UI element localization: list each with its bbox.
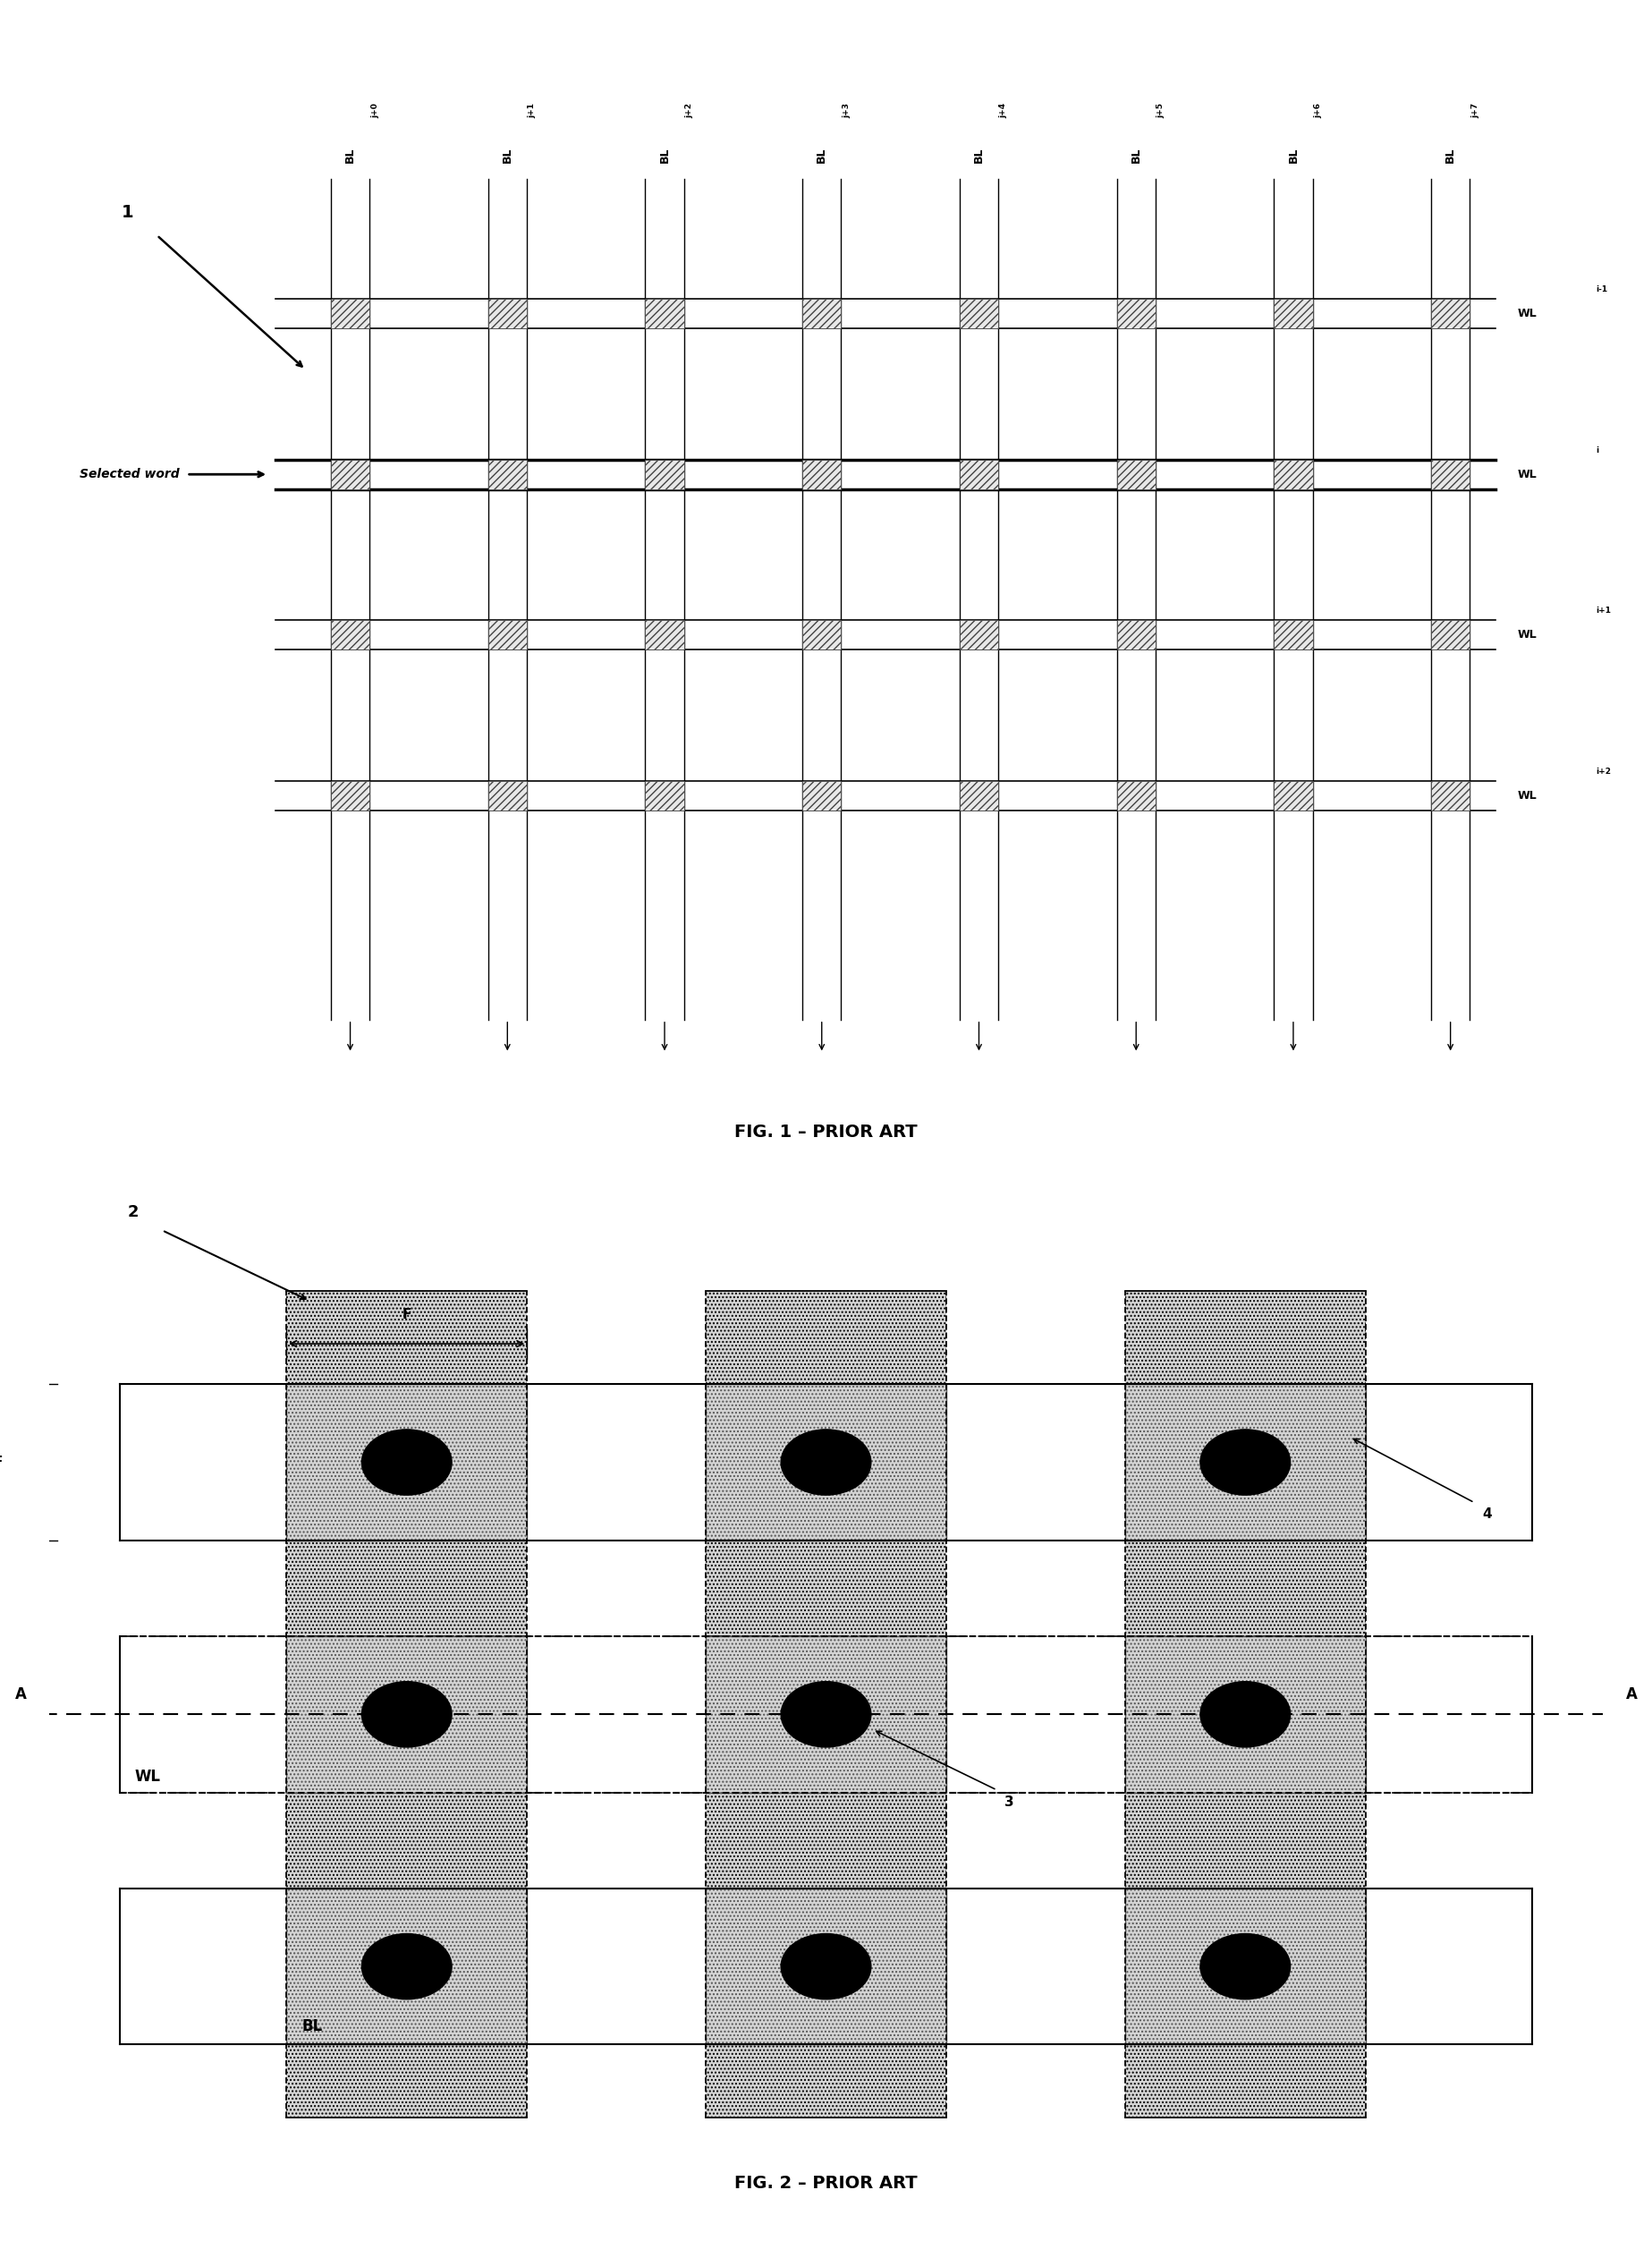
FancyBboxPatch shape — [487, 782, 527, 811]
Text: A: A — [15, 1685, 26, 1703]
Ellipse shape — [781, 1934, 871, 1999]
Text: j+4: j+4 — [999, 103, 1008, 117]
FancyBboxPatch shape — [960, 300, 998, 329]
FancyBboxPatch shape — [646, 459, 684, 489]
FancyBboxPatch shape — [1125, 1385, 1366, 1540]
Text: j+1: j+1 — [529, 103, 537, 117]
FancyBboxPatch shape — [487, 300, 527, 329]
FancyBboxPatch shape — [330, 782, 370, 811]
FancyBboxPatch shape — [1431, 782, 1470, 811]
Text: F: F — [0, 1457, 3, 1468]
Text: j+6: j+6 — [1313, 103, 1322, 117]
Text: FIG. 2 – PRIOR ART: FIG. 2 – PRIOR ART — [735, 2174, 917, 2192]
FancyBboxPatch shape — [286, 1636, 527, 1793]
Text: BL: BL — [344, 148, 357, 164]
FancyBboxPatch shape — [960, 621, 998, 650]
FancyBboxPatch shape — [487, 459, 527, 489]
FancyBboxPatch shape — [1125, 1291, 1366, 2118]
FancyBboxPatch shape — [1274, 782, 1313, 811]
Text: WL: WL — [135, 1768, 160, 1784]
Ellipse shape — [362, 1934, 451, 1999]
Text: FIG. 1 – PRIOR ART: FIG. 1 – PRIOR ART — [735, 1123, 917, 1141]
Ellipse shape — [1201, 1681, 1290, 1748]
Text: i: i — [1596, 446, 1599, 455]
Text: j+0: j+0 — [372, 103, 378, 117]
FancyBboxPatch shape — [1125, 1889, 1366, 2044]
FancyBboxPatch shape — [1117, 300, 1155, 329]
FancyBboxPatch shape — [286, 1385, 527, 1540]
FancyBboxPatch shape — [487, 621, 527, 650]
FancyBboxPatch shape — [803, 459, 841, 489]
FancyBboxPatch shape — [330, 621, 370, 650]
FancyBboxPatch shape — [1117, 459, 1155, 489]
Text: 3: 3 — [1004, 1795, 1014, 1808]
Text: WL: WL — [1518, 789, 1536, 802]
Text: WL: WL — [1518, 468, 1536, 480]
FancyBboxPatch shape — [1117, 782, 1155, 811]
Text: 2: 2 — [127, 1203, 139, 1219]
Text: A: A — [1626, 1685, 1637, 1703]
FancyBboxPatch shape — [705, 1636, 947, 1793]
Text: BL: BL — [302, 2019, 322, 2035]
FancyBboxPatch shape — [286, 1889, 527, 2044]
FancyBboxPatch shape — [1431, 459, 1470, 489]
FancyBboxPatch shape — [1274, 300, 1313, 329]
FancyBboxPatch shape — [646, 300, 684, 329]
Ellipse shape — [1201, 1430, 1290, 1495]
Text: BL: BL — [1287, 148, 1298, 164]
Text: i+1: i+1 — [1596, 607, 1611, 614]
Text: j+7: j+7 — [1472, 103, 1479, 117]
Text: BL: BL — [1444, 148, 1457, 164]
Text: WL: WL — [1518, 630, 1536, 641]
FancyBboxPatch shape — [1117, 621, 1155, 650]
Text: BL: BL — [659, 148, 671, 164]
Text: F: F — [401, 1309, 411, 1322]
FancyBboxPatch shape — [1125, 1636, 1366, 1793]
FancyBboxPatch shape — [705, 1385, 947, 1540]
Text: Selected word: Selected word — [79, 468, 180, 480]
FancyBboxPatch shape — [119, 1385, 1533, 1540]
FancyBboxPatch shape — [803, 621, 841, 650]
Text: WL: WL — [1518, 307, 1536, 320]
FancyBboxPatch shape — [1431, 621, 1470, 650]
Text: BL: BL — [1130, 148, 1142, 164]
Ellipse shape — [1201, 1934, 1290, 1999]
FancyBboxPatch shape — [330, 459, 370, 489]
Text: j+5: j+5 — [1156, 103, 1165, 117]
FancyBboxPatch shape — [803, 300, 841, 329]
FancyBboxPatch shape — [330, 300, 370, 329]
FancyBboxPatch shape — [960, 782, 998, 811]
FancyBboxPatch shape — [1274, 459, 1313, 489]
Text: i-1: i-1 — [1596, 285, 1607, 294]
Text: i+2: i+2 — [1596, 766, 1611, 775]
Text: 1: 1 — [121, 204, 134, 222]
Text: 4: 4 — [1482, 1508, 1492, 1522]
Ellipse shape — [362, 1430, 451, 1495]
Text: BL: BL — [973, 148, 985, 164]
FancyBboxPatch shape — [119, 1889, 1533, 2044]
Text: j+2: j+2 — [686, 103, 694, 117]
FancyBboxPatch shape — [1431, 300, 1470, 329]
FancyBboxPatch shape — [705, 1889, 947, 2044]
Text: BL: BL — [816, 148, 828, 164]
Text: j+3: j+3 — [843, 103, 851, 117]
Ellipse shape — [781, 1681, 871, 1748]
FancyBboxPatch shape — [286, 1291, 527, 2118]
Text: BL: BL — [502, 148, 514, 164]
Ellipse shape — [781, 1430, 871, 1495]
FancyBboxPatch shape — [646, 621, 684, 650]
FancyBboxPatch shape — [705, 1291, 947, 2118]
FancyBboxPatch shape — [960, 459, 998, 489]
Ellipse shape — [362, 1681, 451, 1748]
FancyBboxPatch shape — [803, 782, 841, 811]
FancyBboxPatch shape — [1274, 621, 1313, 650]
FancyBboxPatch shape — [646, 782, 684, 811]
FancyBboxPatch shape — [119, 1636, 1533, 1793]
